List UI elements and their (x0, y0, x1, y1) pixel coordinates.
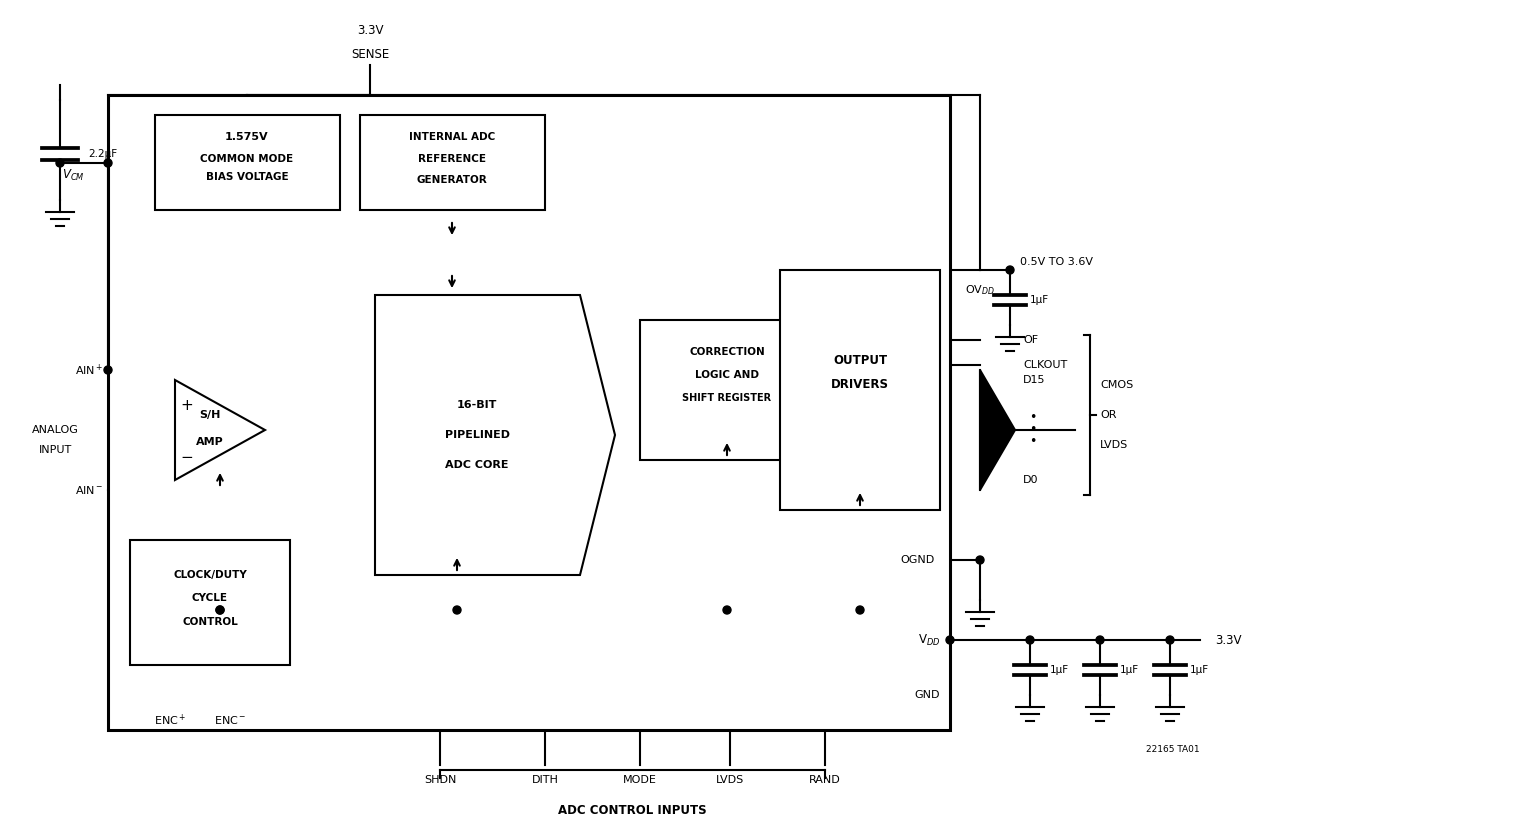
Text: 1μF: 1μF (1190, 665, 1210, 675)
Text: ANALOG: ANALOG (32, 425, 78, 435)
Text: CONTROL: CONTROL (183, 617, 238, 627)
Text: D0: D0 (1022, 475, 1039, 485)
Text: 1μF: 1μF (1121, 665, 1139, 675)
Text: •: • (1028, 412, 1036, 424)
Text: DRIVERS: DRIVERS (830, 379, 889, 391)
Text: ADC CONTROL INPUTS: ADC CONTROL INPUTS (557, 804, 706, 816)
Text: AIN$^-$: AIN$^-$ (75, 484, 103, 496)
Text: LVDS: LVDS (715, 775, 744, 785)
Text: $V_{CM}$: $V_{CM}$ (63, 167, 84, 183)
Text: 16-BIT: 16-BIT (457, 400, 497, 410)
Bar (107, 95, 950, 730)
Text: OGND: OGND (901, 555, 935, 565)
Text: BIAS VOLTAGE: BIAS VOLTAGE (206, 172, 289, 182)
Circle shape (1005, 266, 1015, 274)
Text: 22165 TA01: 22165 TA01 (1147, 745, 1200, 754)
Text: GENERATOR: GENERATOR (416, 175, 488, 185)
Text: V$_{DD}$: V$_{DD}$ (918, 633, 939, 648)
Text: OUTPUT: OUTPUT (834, 353, 887, 366)
Text: S/H: S/H (200, 410, 221, 420)
Text: CMOS: CMOS (1101, 380, 1133, 390)
Text: AIN$^+$: AIN$^+$ (75, 362, 103, 378)
Text: 3.3V: 3.3V (1216, 633, 1242, 647)
Circle shape (55, 159, 64, 167)
Text: SHIFT REGISTER: SHIFT REGISTER (683, 393, 772, 403)
Text: RAND: RAND (809, 775, 841, 785)
Text: MODE: MODE (623, 775, 657, 785)
Text: AMP: AMP (196, 437, 224, 447)
Text: 1.575V: 1.575V (226, 132, 269, 142)
Circle shape (1096, 636, 1104, 644)
Circle shape (857, 606, 864, 614)
Polygon shape (375, 295, 616, 575)
Circle shape (104, 366, 112, 374)
Circle shape (946, 636, 953, 644)
Polygon shape (979, 370, 1015, 490)
Bar (361, 115, 545, 210)
Text: 1μF: 1μF (1050, 665, 1068, 675)
Text: CLKOUT: CLKOUT (1022, 360, 1067, 370)
Text: OR: OR (1101, 410, 1116, 420)
Text: LOGIC AND: LOGIC AND (695, 370, 758, 380)
Circle shape (453, 606, 460, 614)
Text: DITH: DITH (531, 775, 559, 785)
Text: 0.5V TO 3.6V: 0.5V TO 3.6V (1019, 257, 1093, 267)
Circle shape (104, 159, 112, 167)
Text: SENSE: SENSE (352, 49, 390, 61)
Text: PIPELINED: PIPELINED (445, 430, 510, 440)
Text: CYCLE: CYCLE (192, 593, 229, 603)
Text: ENC$^-$: ENC$^-$ (213, 714, 246, 726)
Bar (780, 270, 939, 510)
Text: •: • (1028, 423, 1036, 437)
Text: •: • (1028, 436, 1036, 448)
Text: OF: OF (1022, 335, 1038, 345)
Circle shape (1025, 636, 1035, 644)
Text: LVDS: LVDS (1101, 440, 1128, 450)
Text: COMMON MODE: COMMON MODE (201, 154, 293, 164)
Circle shape (976, 556, 984, 564)
Text: CORRECTION: CORRECTION (689, 347, 764, 357)
Text: INPUT: INPUT (38, 445, 72, 455)
Bar (155, 115, 339, 210)
Circle shape (723, 606, 731, 614)
Bar (640, 320, 815, 460)
Circle shape (216, 606, 224, 614)
Circle shape (216, 606, 224, 614)
Text: INTERNAL ADC: INTERNAL ADC (408, 132, 496, 142)
Text: REFERENCE: REFERENCE (418, 154, 487, 164)
Circle shape (1167, 636, 1174, 644)
Text: ENC$^+$: ENC$^+$ (154, 712, 186, 728)
Text: 3.3V: 3.3V (356, 23, 384, 36)
Text: 2.2μF: 2.2μF (87, 149, 117, 159)
Text: CLOCK/DUTY: CLOCK/DUTY (173, 570, 247, 580)
Text: 1μF: 1μF (1030, 295, 1048, 305)
Text: D15: D15 (1022, 375, 1045, 385)
Text: −: − (181, 451, 193, 466)
Text: SHDN: SHDN (424, 775, 456, 785)
Bar (130, 540, 290, 665)
Text: ADC CORE: ADC CORE (445, 460, 508, 470)
Text: GND: GND (915, 690, 939, 700)
Text: +: + (181, 398, 193, 413)
Text: OV$_{DD}$: OV$_{DD}$ (966, 283, 995, 297)
